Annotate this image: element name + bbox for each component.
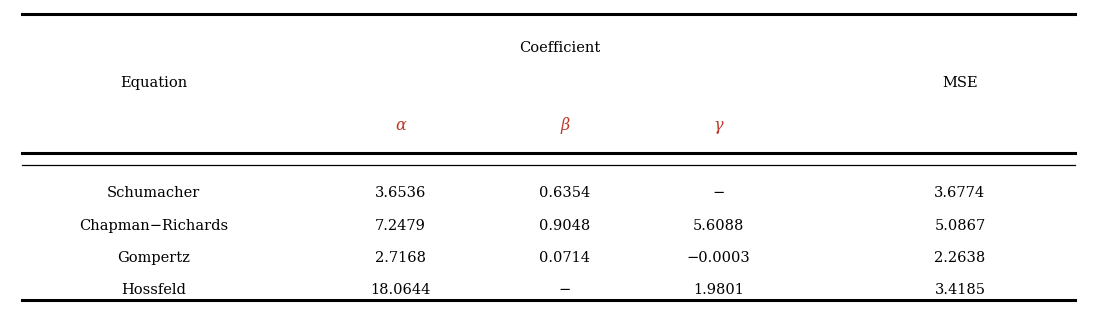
Text: 3.4185: 3.4185 — [935, 283, 985, 298]
Text: 7.2479: 7.2479 — [375, 218, 426, 233]
Text: 1.9801: 1.9801 — [693, 283, 744, 298]
Text: −: − — [558, 283, 572, 298]
Text: 2.7168: 2.7168 — [375, 251, 426, 265]
Text: β: β — [561, 116, 569, 134]
Text: Chapman−Richards: Chapman−Richards — [79, 218, 228, 233]
Text: 3.6536: 3.6536 — [375, 186, 426, 200]
Text: Schumacher: Schumacher — [106, 186, 201, 200]
Text: Gompertz: Gompertz — [117, 251, 190, 265]
Text: MSE: MSE — [942, 76, 977, 91]
Text: 0.9048: 0.9048 — [540, 218, 590, 233]
Text: Coefficient: Coefficient — [519, 41, 600, 55]
Text: 2.2638: 2.2638 — [935, 251, 985, 265]
Text: Hossfeld: Hossfeld — [121, 283, 186, 298]
Text: 0.0714: 0.0714 — [540, 251, 590, 265]
Text: 18.0644: 18.0644 — [370, 283, 431, 298]
Text: 5.0867: 5.0867 — [935, 218, 985, 233]
Text: −0.0003: −0.0003 — [687, 251, 750, 265]
Text: γ: γ — [714, 116, 723, 134]
Text: 5.6088: 5.6088 — [693, 218, 744, 233]
Text: −: − — [712, 186, 725, 200]
Text: α: α — [395, 116, 406, 134]
Text: 0.6354: 0.6354 — [540, 186, 590, 200]
Text: 3.6774: 3.6774 — [935, 186, 985, 200]
Text: Equation: Equation — [120, 76, 188, 91]
